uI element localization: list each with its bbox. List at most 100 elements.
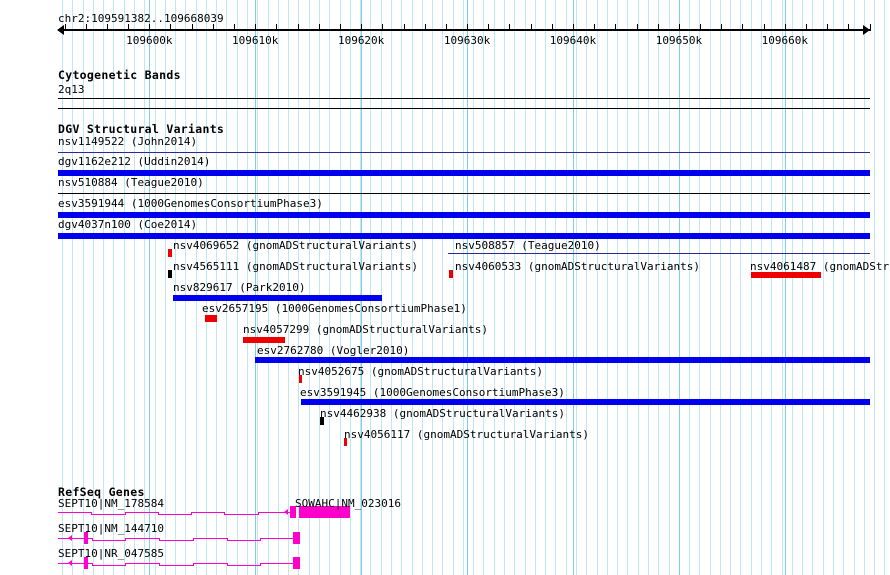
variant-label[interactable]: nsv4060533 (gnomADStructuralVariants) (455, 260, 701, 273)
gene-strand-arrow-icon (68, 535, 72, 541)
gene-intron-line (260, 538, 294, 539)
gene-intron-line (192, 538, 227, 539)
gene-intron-joint (91, 563, 93, 566)
ruler-tick (615, 24, 616, 31)
variant-label[interactable]: esv2762780 (Vogler2010) (257, 344, 410, 357)
gene-intron-line (159, 540, 193, 541)
variant-label[interactable]: nsv4056117 (gnomADStructuralVariants) (344, 428, 590, 441)
variant-feature-bar[interactable] (58, 212, 870, 218)
ruler-tick-label: 109650k (655, 34, 703, 47)
gene-intron-line (58, 512, 92, 513)
ruler-tick (107, 24, 108, 31)
ruler-tick (86, 24, 87, 31)
gene-exon[interactable] (290, 506, 296, 518)
variant-feature-bar[interactable] (448, 253, 870, 254)
variant-label[interactable]: nsv4069652 (gnomADStructuralVariants) (173, 239, 419, 252)
gene-intron-line (125, 563, 160, 564)
ruler-tick (170, 24, 171, 31)
ruler-tick (404, 24, 405, 31)
gene-label[interactable]: SEPT10|NM_178584 (58, 497, 164, 510)
variant-feature-bar[interactable] (243, 337, 285, 343)
ruler-tick (128, 24, 129, 31)
variant-label[interactable]: nsv4462938 (gnomADStructuralVariants) (320, 407, 566, 420)
ruler-tick (361, 24, 362, 31)
gene-intron-line (226, 565, 261, 566)
gene-intron-line (192, 563, 227, 564)
ruler-tick (234, 24, 235, 31)
dgv-section-title: DGV Structural Variants (58, 122, 225, 136)
gene-intron-line (226, 540, 261, 541)
variant-feature-bar[interactable] (168, 249, 172, 257)
ruler-tick-label: 109620k (337, 34, 385, 47)
variant-label[interactable]: nsv1149522 (John2014) (58, 135, 198, 148)
variant-feature-bar[interactable] (449, 270, 453, 278)
variant-feature-bar[interactable] (58, 152, 870, 153)
gene-intron-joint (157, 512, 159, 515)
gene-intron-line (125, 538, 160, 539)
variant-feature-bar[interactable] (173, 295, 382, 301)
gene-exon[interactable] (84, 532, 88, 544)
gene-intron-line (91, 540, 126, 541)
ruler-tick (700, 24, 701, 31)
gene-strand-arrow-icon (68, 560, 72, 566)
ruler-tick (276, 24, 277, 31)
ruler-tick (340, 24, 341, 31)
variant-feature-bar[interactable] (320, 417, 324, 425)
variant-label[interactable]: nsv829617 (Park2010) (173, 281, 306, 294)
ruler-left-arrow-icon (57, 25, 64, 35)
gene-label[interactable]: SEPT10|NR_047585 (58, 547, 164, 560)
ruler-tick (594, 24, 595, 31)
gene-exon[interactable] (293, 532, 300, 544)
variant-feature-bar[interactable] (205, 315, 217, 322)
variant-label[interactable]: dgv4037n100 (Coe2014) (58, 218, 198, 231)
variant-feature-bar[interactable] (751, 272, 821, 278)
ruler-tick (637, 24, 638, 31)
gene-intron-joint (226, 563, 228, 566)
ruler-tick (467, 24, 468, 31)
gene-exon[interactable] (293, 557, 300, 569)
variant-label[interactable]: nsv508857 (Teague2010) (455, 239, 601, 252)
gene-exon[interactable] (84, 557, 88, 569)
gene-intron-line (257, 512, 291, 513)
gene-intron-line (157, 514, 192, 515)
ruler-tick (848, 24, 849, 31)
ruler-tick (870, 24, 871, 31)
cytoband-rule-top (58, 98, 870, 99)
variant-label[interactable]: nsv4052675 (gnomADStructuralVariants) (298, 365, 544, 378)
gene-strand-arrow-icon (284, 509, 288, 515)
ruler-tick (806, 24, 807, 31)
variant-label[interactable]: esv2657195 (1000GenomesConsortiumPhase1) (202, 302, 467, 315)
ruler-tick (742, 24, 743, 31)
ruler-tick (65, 24, 66, 31)
gene-label[interactable]: SOWAHC|NM_023016 (295, 497, 401, 510)
gene-intron-joint (124, 512, 126, 515)
variant-label[interactable]: nsv4057299 (gnomADStructuralVariants) (243, 323, 489, 336)
variant-label[interactable]: nsv510884 (Teague2010) (58, 176, 204, 189)
variant-feature-bar[interactable] (58, 193, 870, 194)
gene-label[interactable]: SEPT10|NM_144710 (58, 522, 164, 535)
gene-exon[interactable] (299, 506, 350, 518)
variant-label[interactable]: nsv4565111 (gnomADStructuralVariants) (173, 260, 419, 273)
locus-label: chr2:109591382..109668039 (58, 12, 224, 25)
gene-intron-joint (125, 563, 127, 566)
ruler-tick-label: 109660k (761, 34, 809, 47)
cytoband-label: 2q13 (58, 83, 85, 96)
variant-feature-bar[interactable] (301, 399, 870, 405)
variant-label[interactable]: dgv1162e212 (Uddin2014) (58, 155, 211, 168)
variant-label[interactable]: esv3591944 (1000GenomesConsortiumPhase3) (58, 197, 323, 210)
gene-intron-joint (191, 512, 193, 515)
gene-intron-line (91, 565, 126, 566)
ruler-right-arrow-icon (863, 25, 870, 35)
variant-feature-bar[interactable] (58, 233, 870, 239)
gene-intron-joint (224, 512, 226, 515)
variant-feature-bar[interactable] (299, 375, 302, 383)
variant-feature-bar[interactable] (58, 170, 870, 176)
gene-intron-joint (226, 538, 228, 541)
variant-label[interactable]: esv3591945 (1000GenomesConsortiumPhase3) (300, 386, 565, 399)
variant-feature-bar[interactable] (168, 270, 172, 278)
variant-feature-bar[interactable] (255, 357, 870, 363)
ruler-tick (298, 24, 299, 31)
ruler-tick (425, 24, 426, 31)
variant-feature-bar[interactable] (344, 438, 347, 446)
ruler-tick (785, 24, 786, 31)
